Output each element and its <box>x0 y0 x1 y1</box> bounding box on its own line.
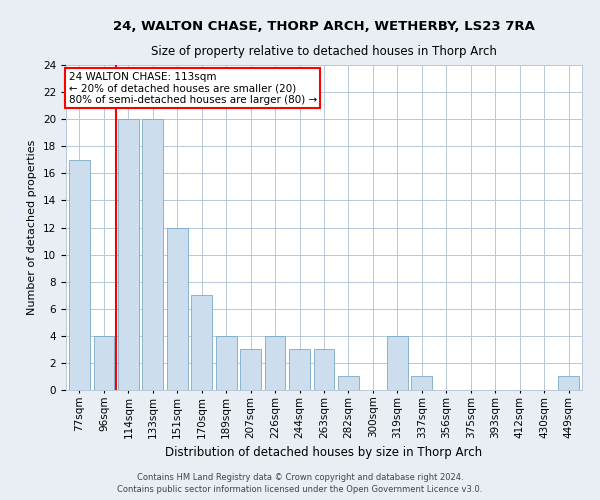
Bar <box>558 376 579 390</box>
Bar <box>289 350 310 390</box>
Bar <box>314 350 334 390</box>
Bar <box>265 336 286 390</box>
Bar <box>387 336 408 390</box>
Y-axis label: Number of detached properties: Number of detached properties <box>28 140 37 315</box>
Bar <box>167 228 188 390</box>
Bar <box>191 295 212 390</box>
Text: Contains HM Land Registry data © Crown copyright and database right 2024.: Contains HM Land Registry data © Crown c… <box>137 474 463 482</box>
Text: Size of property relative to detached houses in Thorp Arch: Size of property relative to detached ho… <box>151 45 497 58</box>
Text: 24, WALTON CHASE, THORP ARCH, WETHERBY, LS23 7RA: 24, WALTON CHASE, THORP ARCH, WETHERBY, … <box>113 20 535 33</box>
X-axis label: Distribution of detached houses by size in Thorp Arch: Distribution of detached houses by size … <box>166 446 482 459</box>
Bar <box>118 119 139 390</box>
Text: 24 WALTON CHASE: 113sqm
← 20% of detached houses are smaller (20)
80% of semi-de: 24 WALTON CHASE: 113sqm ← 20% of detache… <box>68 72 317 104</box>
Bar <box>94 336 114 390</box>
Bar <box>338 376 359 390</box>
Text: Contains public sector information licensed under the Open Government Licence v3: Contains public sector information licen… <box>118 485 482 494</box>
Bar <box>412 376 432 390</box>
Bar <box>240 350 261 390</box>
Bar <box>216 336 236 390</box>
Bar <box>69 160 90 390</box>
Bar <box>142 119 163 390</box>
